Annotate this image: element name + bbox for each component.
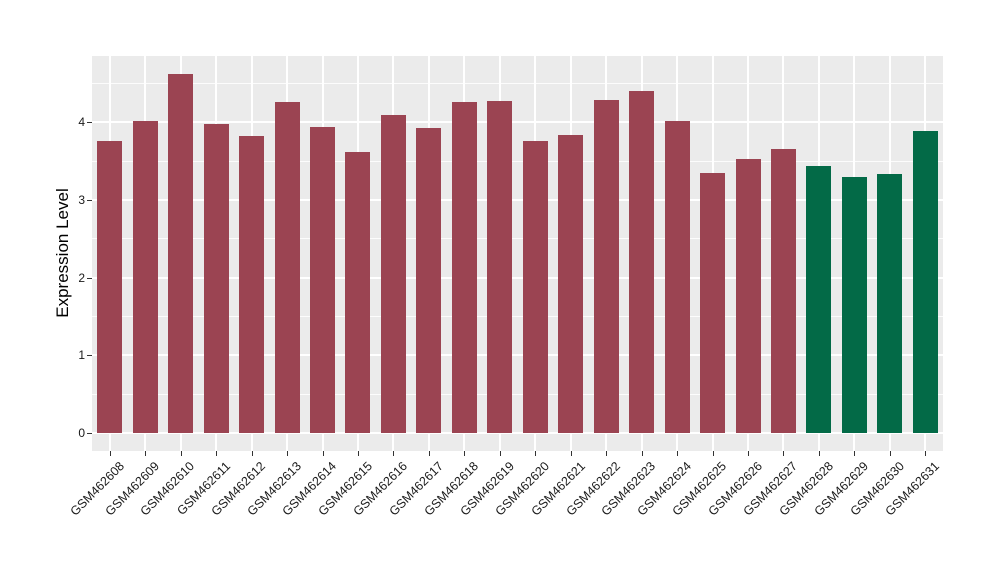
y-tick-label: 1 [78,348,85,363]
x-tick-mark [889,451,891,456]
bar-GSM462610 [168,73,194,434]
bar-GSM462608 [97,140,123,434]
x-tick-mark [925,451,927,456]
y-tick-mark [87,199,92,201]
y-tick-mark [87,122,92,124]
bar-GSM462628 [806,166,832,434]
x-tick-mark [393,451,395,456]
bar-GSM462618 [451,101,477,434]
y-tick-label: 3 [78,192,85,207]
x-tick-mark [854,451,856,456]
bar-GSM462626 [735,158,761,434]
y-tick-mark [87,433,92,435]
gridline-horizontal-minor [92,393,943,395]
gridline-horizontal-major [92,276,943,279]
x-tick-mark [216,451,218,456]
bar-GSM462620 [522,140,548,434]
bar-GSM462613 [274,101,300,434]
x-tick-mark [677,451,679,456]
bar-GSM462612 [239,136,265,434]
x-tick-mark [641,451,643,456]
x-tick-mark [570,451,572,456]
x-tick-mark [109,451,111,456]
y-tick-mark [87,277,92,279]
y-tick-label: 0 [78,426,85,441]
x-tick-mark [748,451,749,456]
gridline-horizontal-minor [92,160,943,162]
bar-GSM462631 [912,130,938,434]
bar-GSM462629 [841,176,867,434]
x-tick-mark [606,451,608,456]
x-tick-mark [357,451,359,456]
gridline-horizontal-minor [92,238,943,240]
gridline-horizontal-major [92,121,943,124]
bar-GSM462621 [558,135,584,434]
bar-GSM462625 [700,173,725,434]
y-tick-mark [87,355,92,357]
bar-GSM462615 [345,152,371,434]
x-tick-mark [251,451,253,456]
bar-GSM462624 [664,121,690,434]
bar-GSM462630 [877,174,903,434]
x-tick-mark [818,451,820,456]
bar-GSM462617 [416,128,442,434]
x-tick-mark [499,451,501,456]
gridline-horizontal-major [92,198,943,201]
x-tick-mark [783,451,785,456]
gridline-horizontal-major [92,432,943,435]
bar-GSM462622 [593,99,619,434]
gridline-horizontal-minor [92,316,943,317]
x-tick-mark [322,451,324,456]
plot-panel [92,56,943,451]
x-tick-mark [145,451,147,456]
y-tick-label: 4 [78,115,85,130]
bar-GSM462609 [132,120,158,434]
gridline-horizontal-minor [92,82,943,84]
x-tick-mark [464,451,466,456]
x-tick-mark [180,451,182,456]
bar-GSM462616 [380,115,406,434]
x-tick-mark [712,451,714,456]
y-tick-label: 2 [78,270,85,285]
x-tick-mark [535,451,537,456]
bar-GSM462611 [203,124,229,434]
gridline-horizontal-major [92,354,943,357]
bar-GSM462619 [487,101,513,434]
x-tick-mark [287,451,288,456]
bar-GSM462623 [629,91,655,434]
bar-GSM462614 [310,126,335,434]
bar-GSM462627 [770,148,796,434]
x-tick-mark [428,451,430,456]
